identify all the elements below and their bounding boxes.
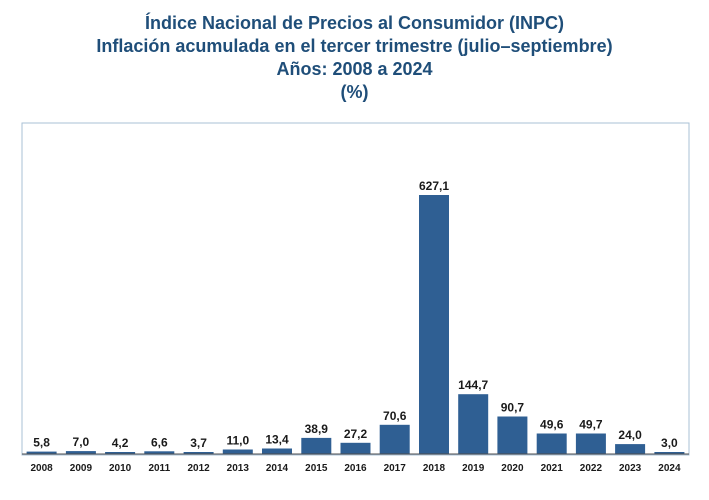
x-tick-2020: 2020: [501, 463, 524, 474]
x-tick-2013: 2013: [227, 463, 250, 474]
chart-subtitle-1: Inflación acumulada en el tercer trimest…: [96, 36, 613, 56]
x-tick-2017: 2017: [384, 463, 407, 474]
x-tick-2008: 2008: [30, 463, 53, 474]
x-tick-2015: 2015: [305, 463, 328, 474]
bar-2024: [654, 452, 685, 454]
data-label-2016: 27,2: [344, 427, 368, 441]
data-label-2020: 90,7: [501, 401, 525, 415]
data-label-2017: 70,6: [383, 409, 407, 423]
bar-2014: [262, 448, 292, 454]
bar-2012: [183, 452, 214, 454]
bar-2023: [615, 444, 646, 454]
bar-2021: [536, 433, 567, 454]
bar-2011: [144, 451, 175, 454]
x-tick-2010: 2010: [109, 463, 132, 474]
bar-2015: [301, 437, 332, 454]
bar-2022: [575, 433, 606, 454]
bars-group: 5,8 2008 7,0 2009 4,2 2010 6,6 2011 3,7 2012 11,0 2…: [26, 179, 685, 474]
data-label-2009: 7,0: [73, 435, 90, 449]
chart-subtitle-3: (%): [340, 82, 369, 102]
x-tick-2021: 2021: [541, 463, 564, 474]
data-label-2022: 49,7: [579, 418, 603, 432]
x-tick-2022: 2022: [580, 463, 603, 474]
bar-2009: [65, 451, 96, 454]
bar-2016: [340, 442, 371, 454]
x-tick-2019: 2019: [462, 463, 485, 474]
x-tick-2023: 2023: [619, 463, 642, 474]
data-label-2010: 4,2: [112, 436, 129, 450]
plot-frame: [21, 122, 690, 456]
data-label-2008: 5,8: [33, 436, 50, 450]
data-label-2023: 24,0: [618, 428, 642, 442]
data-label-2024: 3,0: [661, 436, 678, 450]
bar-2010: [105, 452, 136, 454]
x-tick-2012: 2012: [187, 463, 210, 474]
chart-title: Índice Nacional de Precios al Consumidor…: [144, 13, 565, 33]
x-tick-2018: 2018: [423, 463, 446, 474]
bar-2017: [379, 424, 410, 454]
bar-2019: [458, 394, 489, 454]
data-label-2012: 3,7: [190, 436, 207, 450]
data-label-2018: 627,1: [419, 179, 449, 193]
x-tick-2024: 2024: [658, 463, 681, 474]
chart-subtitle-2: Años: 2008 a 2024: [276, 59, 433, 79]
data-label-2014: 13,4: [265, 433, 289, 447]
data-label-2011: 6,6: [151, 435, 168, 449]
data-label-2021: 49,6: [540, 418, 564, 432]
x-tick-2016: 2016: [344, 463, 367, 474]
data-label-2019: 144,7: [458, 378, 488, 392]
bar-2018: [419, 195, 449, 454]
bar-2008: [26, 451, 57, 454]
x-tick-2009: 2009: [70, 463, 93, 474]
x-tick-2014: 2014: [266, 463, 289, 474]
x-tick-2011: 2011: [148, 463, 170, 474]
data-label-2013: 11,0: [226, 434, 249, 448]
bar-2013: [222, 449, 253, 454]
data-label-2015: 38,9: [305, 422, 329, 436]
chart-titles: Índice Nacional de Precios al Consumidor…: [0, 12, 709, 104]
bar-2020: [497, 416, 528, 454]
